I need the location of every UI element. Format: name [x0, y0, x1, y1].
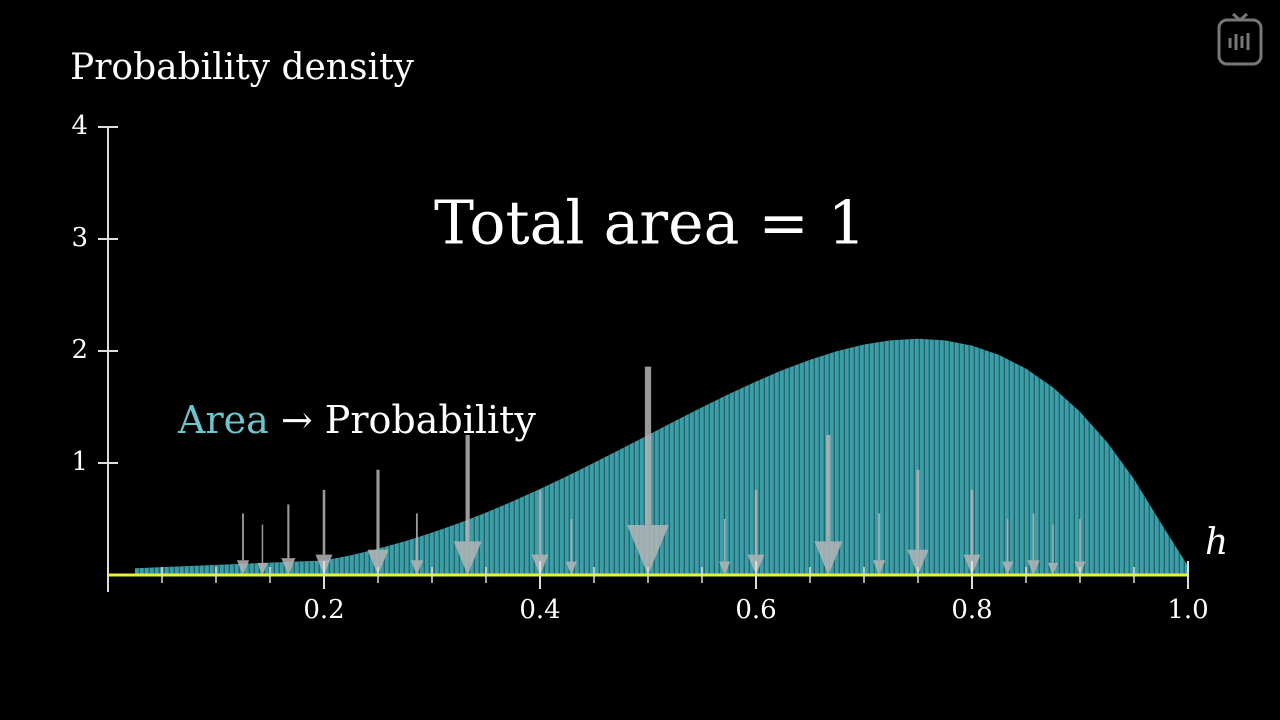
y-axis-label: Probability density [70, 47, 414, 88]
arrow [627, 366, 669, 575]
density-stripes [135, 338, 1188, 575]
arrow [565, 519, 577, 575]
x-tick-label: 0.4 [519, 595, 560, 625]
arrow [1047, 524, 1059, 575]
area-label: Area → Probability [177, 398, 536, 442]
arrow [872, 513, 886, 575]
x-axis-label: h [1205, 522, 1228, 563]
x-tick-label: 0.2 [303, 595, 344, 625]
area-word: Area [177, 398, 269, 442]
area-rest: → Probability [281, 398, 537, 442]
arrow [1002, 519, 1014, 575]
arrow [410, 513, 424, 575]
arrow [814, 435, 843, 575]
y-tick-label: 1 [71, 447, 88, 477]
x-tick-label: 1.0 [1167, 595, 1208, 625]
arrow [236, 513, 250, 575]
x-tick-label: 0.6 [735, 595, 776, 625]
arrow [719, 519, 731, 575]
tv-icon [1217, 12, 1263, 66]
arrow [281, 504, 296, 575]
arrow [1027, 513, 1040, 575]
x-tick-label: 0.8 [951, 595, 992, 625]
arrow [367, 469, 389, 575]
annotation: Total area = 1 [434, 189, 866, 259]
y-tick-label: 2 [71, 335, 88, 365]
arrow [907, 469, 929, 575]
arrow [257, 524, 268, 575]
y-tick-label: 4 [71, 111, 88, 141]
arrow [453, 435, 482, 575]
y-tick-label: 3 [71, 223, 88, 253]
